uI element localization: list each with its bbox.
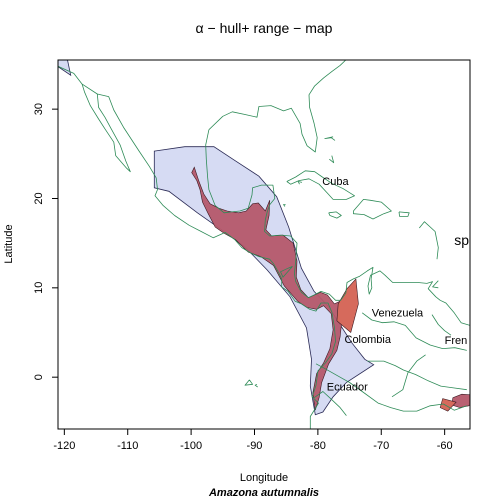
coastline-10: [432, 280, 439, 289]
x-tick-label: -120: [53, 440, 75, 452]
x-tick-label: -80: [310, 440, 326, 452]
y-tick-label: 20: [33, 192, 45, 204]
coastline-8: [324, 136, 336, 141]
coastline-7: [398, 211, 410, 217]
coastline-layer: [58, 60, 470, 429]
coastline-11: [297, 181, 303, 185]
x-tick-label: -100: [180, 440, 202, 452]
coastline-13: [315, 363, 467, 412]
coastline-1: [81, 83, 131, 173]
y-tick-label: 10: [33, 282, 45, 294]
lake-outline-1: [282, 204, 286, 207]
coastline-19: [244, 379, 254, 386]
range-polygon-0: [191, 166, 343, 411]
place-label-0: Cuba: [322, 176, 349, 188]
y-tick-label: 0: [33, 374, 45, 380]
coastline-12: [418, 221, 439, 260]
place-label-2: Colombia: [345, 334, 392, 346]
coastline-17: [431, 314, 452, 336]
y-tick-label: 30: [33, 103, 45, 115]
coastline-3: [208, 60, 347, 153]
coastline-14: [361, 312, 467, 351]
alpha-hull-fragment: [58, 60, 72, 77]
place-label-1: Venezuela: [372, 307, 424, 319]
map-layer: Cuba Venezuela Colombia Ecuador Fren sprin: [58, 60, 484, 429]
y-axis: 0 10 20 30: [33, 103, 59, 380]
lake-outline-0: [279, 266, 293, 278]
place-label-3: Ecuador: [327, 382, 368, 394]
x-tick-label: -60: [437, 440, 453, 452]
place-label-4: Fren: [445, 335, 468, 347]
coastline-20: [254, 383, 258, 388]
place-label-layer: Cuba Venezuela Colombia Ecuador Fren sprin: [322, 176, 484, 394]
x-tick-label: -110: [117, 440, 138, 452]
species-subtitle: Amazona autumnalis: [208, 487, 319, 499]
place-label-5: sprin: [454, 232, 484, 248]
map-title: α − hull+ range − map: [196, 20, 333, 36]
coastline-2: [205, 129, 470, 326]
range-polygon-1: [451, 393, 470, 408]
x-tick-label: -70: [373, 440, 389, 452]
range-polygon-alt-0: [336, 278, 359, 334]
x-axis-label: Longitude: [240, 472, 288, 484]
range-polygon-layer: [191, 166, 470, 412]
coastline-6: [352, 198, 392, 220]
coastline-0: [58, 65, 337, 429]
coastline-4: [286, 170, 356, 200]
x-axis: -120 -110 -100 -90 -80 -70 -60: [53, 428, 453, 452]
coastline-15: [367, 360, 467, 391]
x-tick-label: -90: [247, 440, 263, 452]
coastline-5: [328, 211, 342, 219]
coastline-18: [313, 391, 347, 416]
coastline-16: [391, 354, 426, 398]
y-axis-label: Latitude: [3, 224, 15, 263]
coastline-9: [329, 155, 335, 164]
